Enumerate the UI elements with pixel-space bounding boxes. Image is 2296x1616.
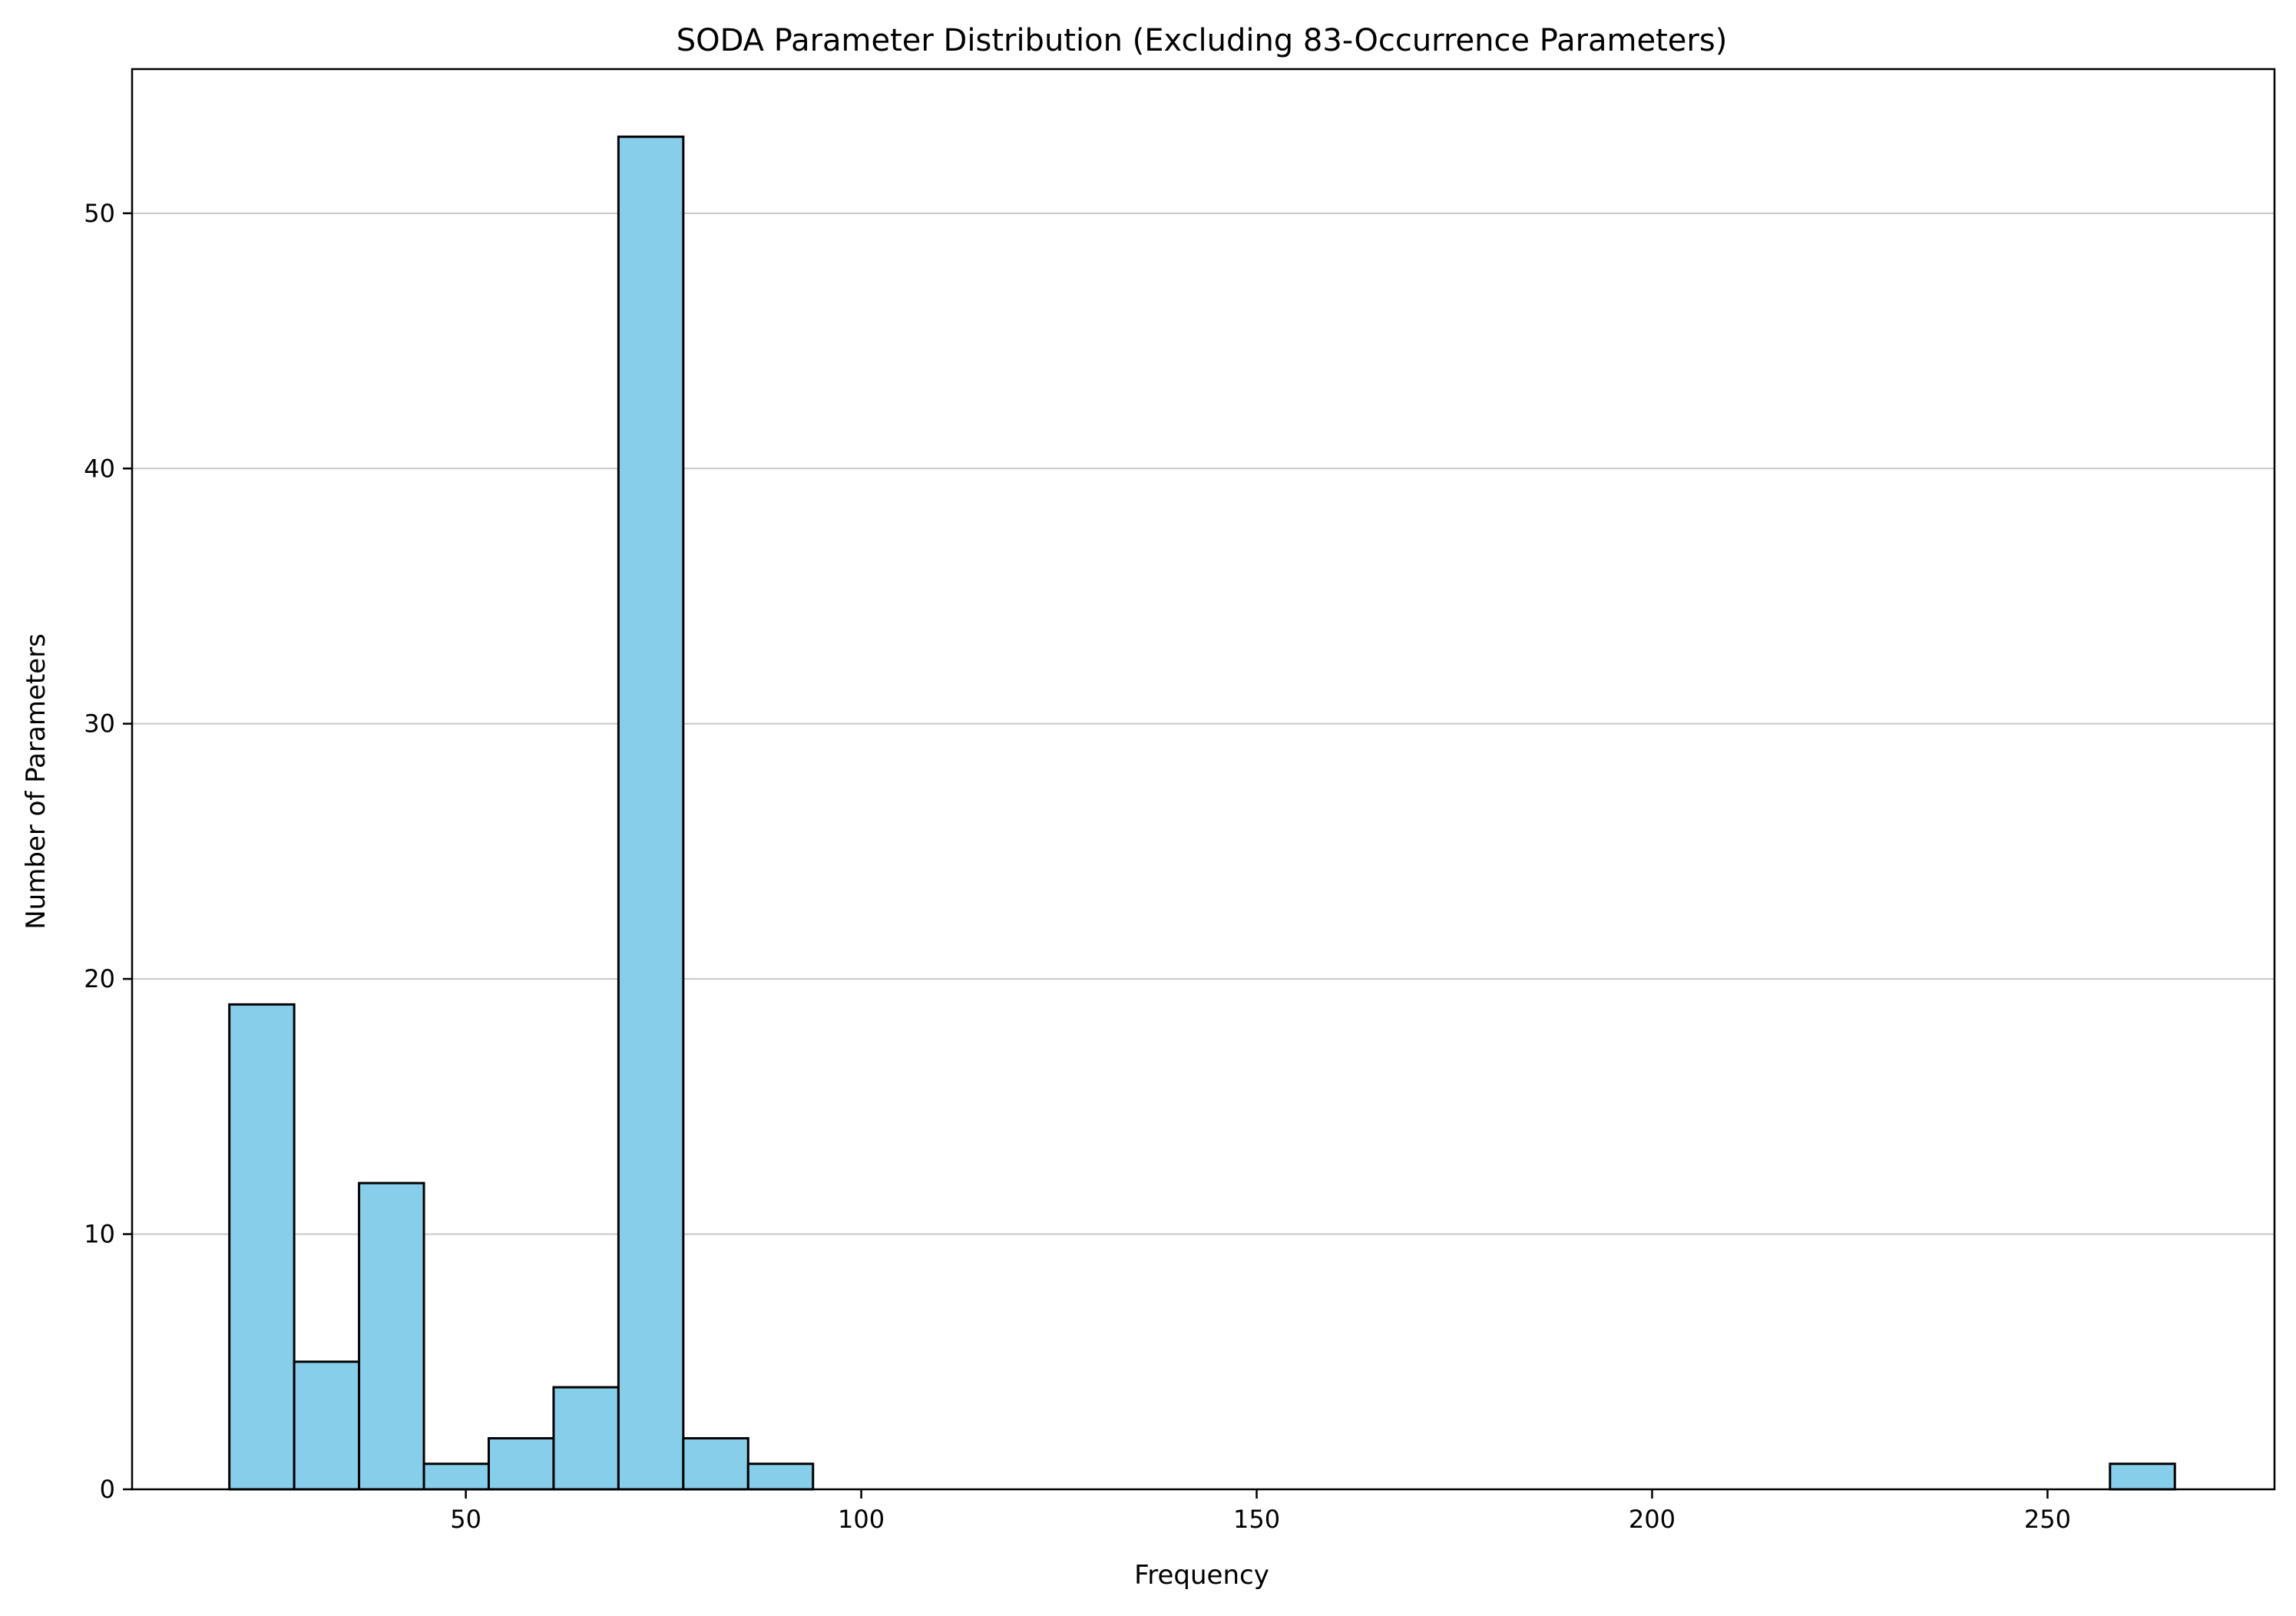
- y-axis-label: Number of Parameters: [21, 633, 51, 930]
- histogram-bar-6: [552, 1386, 620, 1491]
- histogram-bar-10: [2109, 1462, 2176, 1491]
- histogram-bar-4: [422, 1462, 490, 1491]
- y-axis-ticks: 0 10 20 30 40 50: [84, 199, 132, 1504]
- y-tick-label-50: 50: [84, 199, 115, 228]
- y-tick-label-30: 30: [84, 709, 115, 739]
- histogram-bar-3: [358, 1181, 425, 1491]
- histogram-bar-5: [487, 1437, 555, 1491]
- histogram-bars: [228, 135, 2176, 1491]
- x-tick-label-50: 50: [450, 1505, 481, 1534]
- histogram-bar-7: [617, 135, 685, 1491]
- x-tick-label-150: 150: [1233, 1505, 1280, 1534]
- x-axis-label: Frequency: [1134, 1560, 1269, 1591]
- chart-title: SODA Parameter Distribution (Excluding 8…: [677, 23, 1728, 58]
- histogram-bar-9: [746, 1462, 815, 1491]
- y-tick-label-0: 0: [100, 1475, 115, 1504]
- y-tick-label-40: 40: [84, 454, 115, 483]
- x-tick-label-250: 250: [2024, 1505, 2071, 1534]
- y-tick-label-20: 20: [84, 964, 115, 993]
- x-tick-label-100: 100: [838, 1505, 885, 1534]
- x-axis-ticks: 50 100 150 200 250: [450, 1489, 2071, 1534]
- histogram-bar-1: [228, 1003, 296, 1491]
- x-tick-label-200: 200: [1629, 1505, 1676, 1534]
- histogram-bar-8: [682, 1437, 749, 1491]
- y-gridlines: [132, 212, 2274, 1235]
- histogram-bar-2: [293, 1360, 361, 1491]
- plot-area-frame: [131, 68, 2276, 1491]
- y-tick-label-10: 10: [84, 1220, 115, 1249]
